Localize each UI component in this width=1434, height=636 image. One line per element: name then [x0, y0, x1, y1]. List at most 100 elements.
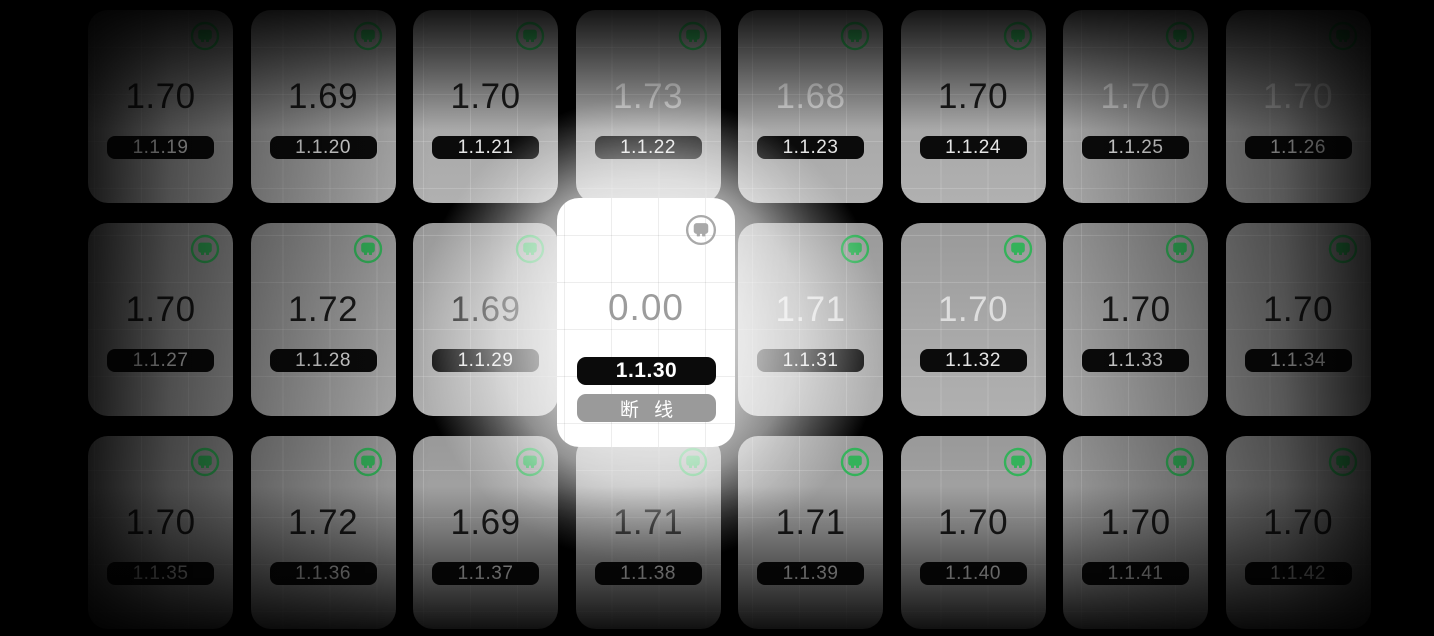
device-card[interactable]: 1.70 1.1.33	[1063, 223, 1208, 416]
display-status-icon	[1003, 21, 1033, 51]
device-id: 1.1.28	[295, 349, 351, 371]
device-card[interactable]: 1.70 1.1.35	[88, 436, 233, 629]
device-id-pill: 1.1.40	[919, 562, 1027, 585]
reading-value: 1.70	[125, 290, 196, 329]
display-status-icon	[1328, 234, 1358, 264]
device-card[interactable]: 1.71 1.1.38	[575, 436, 721, 629]
device-id: 1.1.38	[620, 562, 676, 584]
reading-value: 1.70	[1100, 503, 1171, 542]
device-id: 1.1.33	[1107, 349, 1164, 371]
display-status-icon	[353, 234, 383, 264]
device-id-pill: 1.1.32	[919, 349, 1027, 372]
reading-value: 1.68	[775, 77, 846, 116]
display-status-icon	[1328, 21, 1358, 51]
display-status-icon	[1165, 234, 1195, 264]
device-id-pill: 1.1.36	[269, 562, 377, 585]
device-card[interactable]: 1.69 1.1.29	[413, 223, 558, 416]
device-id-pill: 1.1.41	[1082, 562, 1189, 585]
device-card[interactable]: 1.68 1.1.23	[738, 10, 883, 203]
device-card[interactable]: 1.69 1.1.37	[413, 436, 558, 629]
reading-value: 1.70	[125, 503, 196, 542]
device-card[interactable]: 1.70 1.1.27	[88, 223, 233, 416]
reading-value: 1.70	[1100, 77, 1171, 116]
device-id: 1.1.21	[457, 136, 514, 158]
popup-reading-value: 0.00	[607, 287, 684, 328]
reading-value: 1.72	[287, 503, 359, 542]
reading-value: 1.69	[450, 503, 521, 542]
device-id: 1.1.25	[1107, 136, 1164, 158]
device-id: 1.1.42	[1270, 562, 1326, 584]
device-id: 1.1.39	[782, 562, 839, 584]
device-id-pill: 1.1.42	[1244, 562, 1352, 585]
device-card[interactable]: 1.71 1.1.31	[738, 223, 883, 416]
device-card[interactable]: 1.70 1.1.42	[1225, 436, 1371, 629]
device-card[interactable]: 1.70 1.1.24	[900, 10, 1046, 203]
display-status-icon	[1003, 234, 1033, 264]
reading-value: 1.72	[287, 290, 359, 329]
reading-value: 1.70	[1100, 290, 1171, 329]
device-id-pill: 1.1.26	[1244, 136, 1352, 159]
device-id: 1.1.32	[945, 349, 1001, 371]
popup-device-id-pill: 1.1.30	[577, 357, 716, 385]
device-id: 1.1.23	[782, 136, 839, 158]
device-id: 1.1.27	[132, 349, 189, 371]
device-card[interactable]: 1.70 1.1.19	[88, 10, 233, 203]
device-card[interactable]: 1.70 1.1.41	[1063, 436, 1208, 629]
device-card[interactable]: 1.70 1.1.26	[1225, 10, 1371, 203]
device-id-pill: 1.1.24	[919, 136, 1027, 159]
device-id-pill: 1.1.38	[594, 562, 702, 585]
display-status-icon	[678, 447, 708, 477]
display-status-icon	[190, 21, 220, 51]
device-card[interactable]: 1.70 1.1.40	[900, 436, 1046, 629]
device-id-pill: 1.1.22	[594, 136, 702, 159]
device-popup[interactable]: 0.00 1.1.30 断 线	[557, 198, 735, 447]
display-status-icon	[353, 447, 383, 477]
display-status-icon	[1003, 447, 1033, 477]
reading-value: 1.70	[937, 77, 1009, 116]
device-card[interactable]: 1.70 1.1.25	[1063, 10, 1208, 203]
device-id-pill: 1.1.20	[269, 136, 377, 159]
device-id: 1.1.19	[132, 136, 189, 158]
display-status-icon	[515, 447, 545, 477]
reading-value: 1.71	[775, 290, 846, 329]
reading-value: 1.70	[125, 77, 196, 116]
device-id-pill: 1.1.37	[432, 562, 539, 585]
device-card[interactable]: 1.71 1.1.39	[738, 436, 883, 629]
device-id: 1.1.29	[457, 349, 514, 371]
device-id: 1.1.40	[945, 562, 1001, 584]
device-card[interactable]: 1.73 1.1.22	[575, 10, 721, 203]
device-id-pill: 1.1.25	[1082, 136, 1189, 159]
reading-value: 1.70	[1262, 77, 1334, 116]
display-status-icon	[353, 21, 383, 51]
device-card[interactable]: 1.72 1.1.28	[250, 223, 396, 416]
reading-value: 1.73	[612, 77, 684, 116]
device-id-pill: 1.1.34	[1244, 349, 1352, 372]
reading-value: 1.71	[612, 503, 684, 542]
device-card[interactable]: 1.72 1.1.36	[250, 436, 396, 629]
display-status-icon	[840, 21, 870, 51]
device-id-pill: 1.1.23	[757, 136, 864, 159]
device-id: 1.1.36	[295, 562, 351, 584]
popup-status-text: 断 线	[619, 399, 679, 421]
device-card[interactable]: 1.70 1.1.21	[413, 10, 558, 203]
display-status-icon	[1165, 21, 1195, 51]
display-status-icon	[1328, 447, 1358, 477]
reading-value: 1.69	[450, 290, 521, 329]
display-status-icon	[190, 234, 220, 264]
display-offline-icon	[685, 214, 717, 246]
reading-value: 1.70	[450, 77, 521, 116]
device-card[interactable]: 1.70 1.1.34	[1225, 223, 1371, 416]
device-id-pill: 1.1.19	[107, 136, 214, 159]
reading-value: 1.70	[1262, 290, 1334, 329]
device-card[interactable]: 1.70 1.1.32	[900, 223, 1046, 416]
device-id-pill: 1.1.21	[432, 136, 539, 159]
reading-value: 1.71	[775, 503, 846, 542]
reading-value: 1.70	[937, 290, 1009, 329]
device-id: 1.1.24	[945, 136, 1001, 158]
popup-status-pill: 断 线	[577, 394, 716, 422]
device-id: 1.1.26	[1270, 136, 1326, 158]
display-status-icon	[678, 21, 708, 51]
display-status-icon	[1165, 447, 1195, 477]
device-card[interactable]: 1.69 1.1.20	[250, 10, 396, 203]
device-id-pill: 1.1.35	[107, 562, 214, 585]
